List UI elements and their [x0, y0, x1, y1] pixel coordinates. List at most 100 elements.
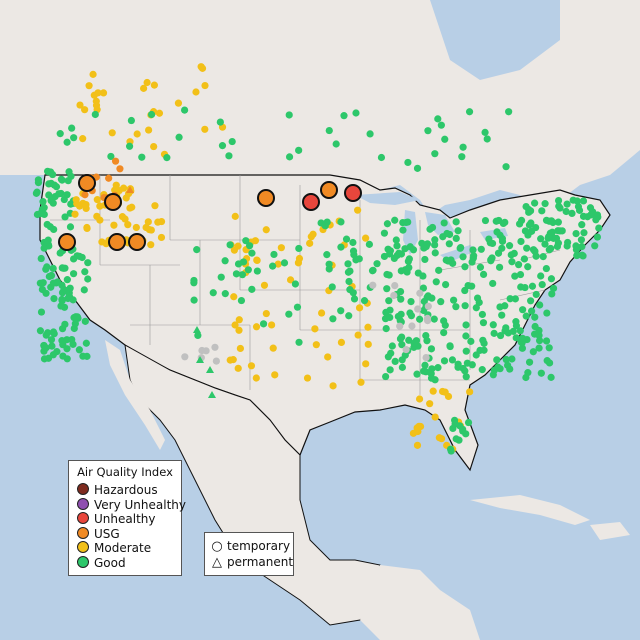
monitor-point: [518, 344, 527, 352]
monitor-point: [396, 316, 404, 325]
monitor-point: [498, 235, 506, 243]
monitor-point: [329, 382, 337, 390]
monitor-point: [538, 280, 546, 289]
monitor-point: [157, 217, 166, 226]
monitor-point: [430, 315, 438, 323]
monitor-point: [580, 229, 588, 237]
monitor-point: [71, 320, 79, 328]
monitor-point: [221, 290, 229, 298]
monitor-point: [572, 242, 580, 250]
monitor-point: [70, 134, 78, 142]
monitor-point: [360, 297, 369, 305]
monitor-point: [554, 218, 562, 226]
monitor-point: [157, 233, 166, 242]
monitor-point: [595, 224, 603, 232]
monitor-point: [231, 321, 239, 329]
monitor-point: [81, 268, 89, 276]
legend-label: Good: [94, 555, 126, 570]
monitor-point: [441, 321, 449, 329]
monitor-point: [355, 304, 364, 312]
monitor-point: [454, 227, 462, 235]
monitor-point: [529, 348, 537, 356]
legend-item-hazardous: Hazardous: [77, 483, 158, 497]
monitor-point: [440, 328, 448, 337]
monitor-point: [47, 168, 55, 176]
legend-swatch-icon: [77, 483, 89, 495]
monitor-point: [71, 210, 79, 218]
monitor-point: [413, 164, 422, 172]
monitor-point: [128, 203, 136, 211]
monitor-point: [285, 310, 293, 318]
central-america-land: [360, 565, 480, 640]
baja-land: [105, 340, 165, 450]
monitor-point: [391, 357, 399, 366]
monitor-point: [489, 321, 497, 329]
monitor-point: [495, 263, 504, 271]
monitor-point: [58, 281, 66, 289]
monitor-point: [53, 348, 61, 356]
monitor-point: [587, 211, 595, 219]
monitor-point: [216, 118, 224, 126]
monitor-point: [519, 306, 527, 314]
monitor-point: [247, 362, 256, 370]
monitor-point: [420, 367, 428, 375]
monitor-point: [404, 158, 412, 167]
monitor-point: [366, 130, 374, 138]
monitor-point: [34, 179, 43, 187]
monitor-point: [493, 228, 501, 236]
monitor-point: [556, 227, 564, 235]
monitor-point: [505, 108, 513, 116]
monitor-point: [190, 279, 198, 287]
monitor-point: [49, 264, 57, 273]
type-label-temporary: temporary: [227, 539, 291, 553]
monitor-point: [72, 196, 80, 204]
monitor-point: [56, 130, 64, 138]
monitor-point: [435, 434, 443, 442]
monitor-point: [59, 264, 68, 272]
legend-swatch-icon: [77, 555, 89, 568]
monitor-point: [578, 221, 586, 229]
circle-icon: ○: [211, 539, 223, 554]
monitor-point: [472, 351, 480, 359]
legend-label: Very Unhealthy: [94, 497, 186, 512]
monitor-point: [201, 81, 209, 90]
legend-label: Hazardous: [94, 483, 158, 497]
monitor-point: [521, 283, 529, 292]
monitor-point: [235, 316, 243, 324]
monitor-point: [512, 322, 521, 330]
monitor-point: [577, 236, 586, 244]
monitor-point: [285, 153, 294, 161]
monitor-point: [140, 84, 148, 92]
monitor-point: [383, 285, 391, 293]
monitor-point: [386, 247, 395, 255]
monitor-point: [349, 238, 357, 247]
monitor-point: [592, 216, 600, 224]
monitor-point: [382, 372, 390, 381]
monitor-point: [431, 413, 439, 421]
monitor-point: [89, 70, 97, 78]
monitor-point: [452, 234, 460, 242]
triangle-icon: △: [212, 555, 222, 570]
monitor-point-highlight: [78, 174, 96, 192]
monitor-point: [542, 337, 551, 345]
monitor-point: [479, 270, 488, 279]
monitor-point: [236, 344, 244, 353]
monitor-point: [514, 261, 523, 269]
monitor-point: [244, 266, 252, 274]
monitor-point: [328, 283, 336, 291]
monitor-point: [468, 258, 476, 266]
monitor-point: [99, 89, 108, 97]
legend-item-very-unhealthy: Very Unhealthy: [77, 497, 186, 512]
aqi-legend: Air Quality Index Hazardous Very Unhealth…: [68, 460, 186, 576]
monitor-point: [81, 106, 89, 114]
monitor-point: [555, 202, 563, 210]
monitor-point: [493, 356, 501, 364]
monitor-point: [552, 234, 561, 242]
monitor-point: [115, 186, 123, 195]
monitor-point: [345, 277, 353, 286]
monitor-point: [393, 242, 401, 250]
monitor-point: [269, 344, 277, 352]
monitor-point: [531, 330, 539, 338]
monitor-point: [271, 371, 279, 379]
monitor-point: [180, 106, 189, 114]
